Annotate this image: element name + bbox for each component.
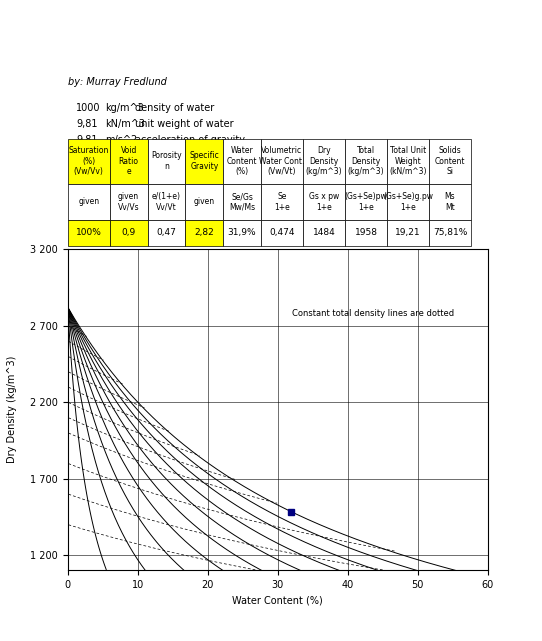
FancyBboxPatch shape [303,183,345,220]
Text: Porosity
n: Porosity n [151,151,182,171]
X-axis label: Water Content (%): Water Content (%) [233,595,323,606]
FancyBboxPatch shape [345,220,387,246]
Text: 1484: 1484 [313,228,335,237]
FancyBboxPatch shape [185,220,223,246]
Text: 75,81%: 75,81% [433,228,467,237]
FancyBboxPatch shape [68,220,109,246]
Text: given: given [78,197,99,206]
FancyBboxPatch shape [261,183,303,220]
Text: 1000: 1000 [76,103,101,113]
FancyBboxPatch shape [223,183,261,220]
Text: given
Vv/Vs: given Vv/Vs [118,192,139,212]
FancyBboxPatch shape [303,138,345,183]
FancyBboxPatch shape [429,183,471,220]
Text: (Gs+Se)g.pw
1+e: (Gs+Se)g.pw 1+e [383,192,433,212]
Text: 19,21: 19,21 [395,228,421,237]
FancyBboxPatch shape [68,183,109,220]
Text: 9,81: 9,81 [76,119,98,129]
FancyBboxPatch shape [303,220,345,246]
Text: kg/m^3: kg/m^3 [106,103,144,113]
Text: unit weight of water: unit weight of water [135,119,234,129]
Text: 1958: 1958 [354,228,377,237]
Text: density of water: density of water [135,103,214,113]
Text: 31,9%: 31,9% [228,228,256,237]
Text: 9,81: 9,81 [76,135,98,145]
FancyBboxPatch shape [387,220,429,246]
FancyBboxPatch shape [147,220,185,246]
Text: Solids
Content
Si: Solids Content Si [435,146,465,176]
FancyBboxPatch shape [387,183,429,220]
Text: by: Murray Fredlund: by: Murray Fredlund [68,77,166,87]
FancyBboxPatch shape [345,183,387,220]
Text: kN/m^3: kN/m^3 [106,119,146,129]
Y-axis label: Dry Density (kg/m^3): Dry Density (kg/m^3) [8,356,17,463]
Text: 2,82: 2,82 [195,228,214,237]
Text: Se/Gs
Mw/Ms: Se/Gs Mw/Ms [229,192,255,212]
FancyBboxPatch shape [68,138,109,183]
Text: Se
1+e: Se 1+e [274,192,290,212]
FancyBboxPatch shape [109,220,147,246]
Text: 0,474: 0,474 [269,228,295,237]
Text: Specific
Gravity: Specific Gravity [189,151,219,171]
FancyBboxPatch shape [387,138,429,183]
Text: Dry
Density
(kg/m^3): Dry Density (kg/m^3) [306,146,343,176]
Text: Total Unit
Weight
(kN/m^3): Total Unit Weight (kN/m^3) [389,146,427,176]
Text: Water
Content
(%): Water Content (%) [227,146,257,176]
FancyBboxPatch shape [109,183,147,220]
Text: Constant total density lines are dotted: Constant total density lines are dotted [292,309,454,318]
FancyBboxPatch shape [345,138,387,183]
FancyBboxPatch shape [223,220,261,246]
Text: given: given [193,197,215,206]
FancyBboxPatch shape [261,138,303,183]
FancyBboxPatch shape [147,183,185,220]
Text: Gs x pw
1+e: Gs x pw 1+e [309,192,339,212]
FancyBboxPatch shape [223,138,261,183]
FancyBboxPatch shape [429,138,471,183]
Text: 0,47: 0,47 [157,228,176,237]
FancyBboxPatch shape [185,183,223,220]
FancyBboxPatch shape [185,138,223,183]
Text: Volumetric
Water Cont.
(Vw/Vt): Volumetric Water Cont. (Vw/Vt) [259,146,305,176]
Text: acceleration of gravity: acceleration of gravity [135,135,245,145]
Text: (Gs+Se)pw
1+e: (Gs+Se)pw 1+e [345,192,388,212]
Text: e/(1+e)
Vv/Vt: e/(1+e) Vv/Vt [152,192,181,212]
Text: Saturation
(%)
(Vw/Vv): Saturation (%) (Vw/Vv) [69,146,109,176]
Text: Void
Ratio
e: Void Ratio e [119,146,139,176]
Text: 0,9: 0,9 [121,228,136,237]
Text: Total
Density
(kg/m^3): Total Density (kg/m^3) [347,146,384,176]
FancyBboxPatch shape [429,220,471,246]
FancyBboxPatch shape [109,138,147,183]
FancyBboxPatch shape [261,220,303,246]
Text: m/s^2: m/s^2 [106,135,138,145]
Text: 100%: 100% [76,228,102,237]
Text: Ms
Mt: Ms Mt [444,192,455,212]
FancyBboxPatch shape [147,138,185,183]
